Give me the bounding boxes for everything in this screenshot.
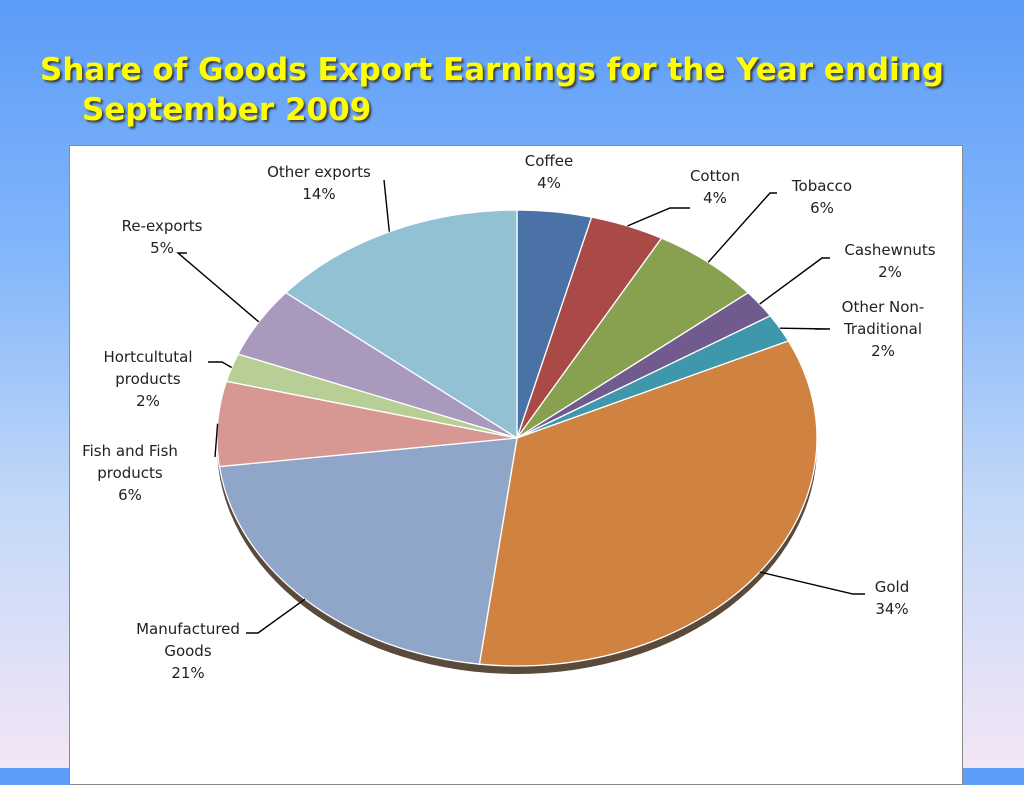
- slice-labels: Coffee 4% Cotton 4%Tobacco 6%Cashewnuts 2%Oth…: [82, 152, 936, 682]
- slide-title-line1: Share of Goods Export Earnings for the Y…: [40, 52, 944, 88]
- slice-name-tobacco: Tobacco: [791, 177, 852, 195]
- slice-name-fish-and-fish-products: Fish and Fish: [82, 442, 178, 460]
- slice-label-gold: Gold 34%: [875, 578, 910, 618]
- slice-name-hortcultutal-products: products: [115, 370, 181, 388]
- slice-value-other-non-traditional: 2%: [871, 342, 895, 360]
- pie-slice-gold: [478, 340, 818, 667]
- slice-name-other-exports: Other exports: [267, 163, 371, 181]
- slide-title: Share of Goods Export Earnings for the Y…: [40, 50, 1000, 130]
- slice-value-gold: 34%: [875, 600, 908, 618]
- slide-title-line2: September 2009: [82, 92, 372, 128]
- slice-label-coffee: Coffee 4%: [525, 152, 573, 192]
- slice-name-other-non-traditional: Other Non-: [842, 298, 925, 316]
- leader-line-hortcultutal-products: [208, 361, 233, 369]
- leader-lines: [176, 179, 865, 634]
- slice-label-fish-and-fish-products: Fish and Fish products 6%: [82, 442, 178, 504]
- leader-line-manufactured-goods: [246, 598, 306, 634]
- slice-label-other-non-traditional: Other Non- Traditional 2%: [842, 298, 925, 360]
- slice-name-manufactured-goods: Manufactured: [136, 620, 240, 638]
- pie-chart-panel: Coffee 4% Cotton 4% Tobacco 6% Cashewnuts 2% Oth…: [69, 145, 963, 785]
- slice-label-hortcultutal-products: Hortcultutal products 2%: [103, 348, 192, 410]
- slice-name-re-exports: Re-exports: [122, 217, 203, 235]
- pie-slice-other-exports: [284, 209, 518, 440]
- slice-name-hortcultutal-products: Hortcultutal: [103, 348, 192, 366]
- slice-name-cotton: Cotton: [690, 167, 740, 185]
- leader-line-cotton: [627, 207, 690, 227]
- slice-label-other-exports: Other exports 14%: [267, 163, 371, 203]
- slice-name-cashewnuts: Cashewnuts: [844, 241, 935, 259]
- slice-label-cashewnuts: Cashewnuts 2%: [844, 241, 935, 281]
- slice-label-manufactured-goods: Manufactured Goods 21%: [136, 620, 240, 682]
- leader-line-fish-and-fish-products: [214, 423, 219, 458]
- slice-value-hortcultutal-products: 2%: [136, 392, 160, 410]
- slice-value-manufactured-goods: 21%: [171, 664, 204, 682]
- leader-line-re-exports: [176, 252, 260, 323]
- slice-name-other-non-traditional: Traditional: [843, 320, 922, 338]
- leader-line-other-non-traditional: [779, 327, 831, 330]
- leader-line-other-exports: [383, 179, 390, 232]
- slice-value-other-exports: 14%: [302, 185, 335, 203]
- slice-label-re-exports: Re-exports 5%: [122, 217, 203, 257]
- slice-name-fish-and-fish-products: products: [97, 464, 163, 482]
- slice-label-cotton: Cotton 4%: [690, 167, 740, 207]
- pie-chart: Coffee 4% Cotton 4%Tobacco 6%Cashewnuts 2%Oth…: [82, 152, 936, 682]
- pie-slice-manufactured-goods: [218, 437, 518, 665]
- slice-name-manufactured-goods: Goods: [164, 642, 211, 660]
- leader-line-gold: [759, 571, 865, 595]
- slice-value-fish-and-fish-products: 6%: [118, 486, 142, 504]
- slice-value-re-exports: 5%: [150, 239, 174, 257]
- slice-value-coffee: 4%: [537, 174, 561, 192]
- slice-value-tobacco: 6%: [810, 199, 834, 217]
- slice-name-gold: Gold: [875, 578, 910, 596]
- slice-name-coffee: Coffee: [525, 152, 573, 170]
- slice-label-tobacco: Tobacco 6%: [791, 177, 852, 217]
- pie-slices: [216, 209, 818, 667]
- leader-line-tobacco: [707, 192, 777, 263]
- slice-value-cotton: 4%: [703, 189, 727, 207]
- leader-line-cashewnuts: [759, 257, 830, 305]
- slice-value-cashewnuts: 2%: [878, 263, 902, 281]
